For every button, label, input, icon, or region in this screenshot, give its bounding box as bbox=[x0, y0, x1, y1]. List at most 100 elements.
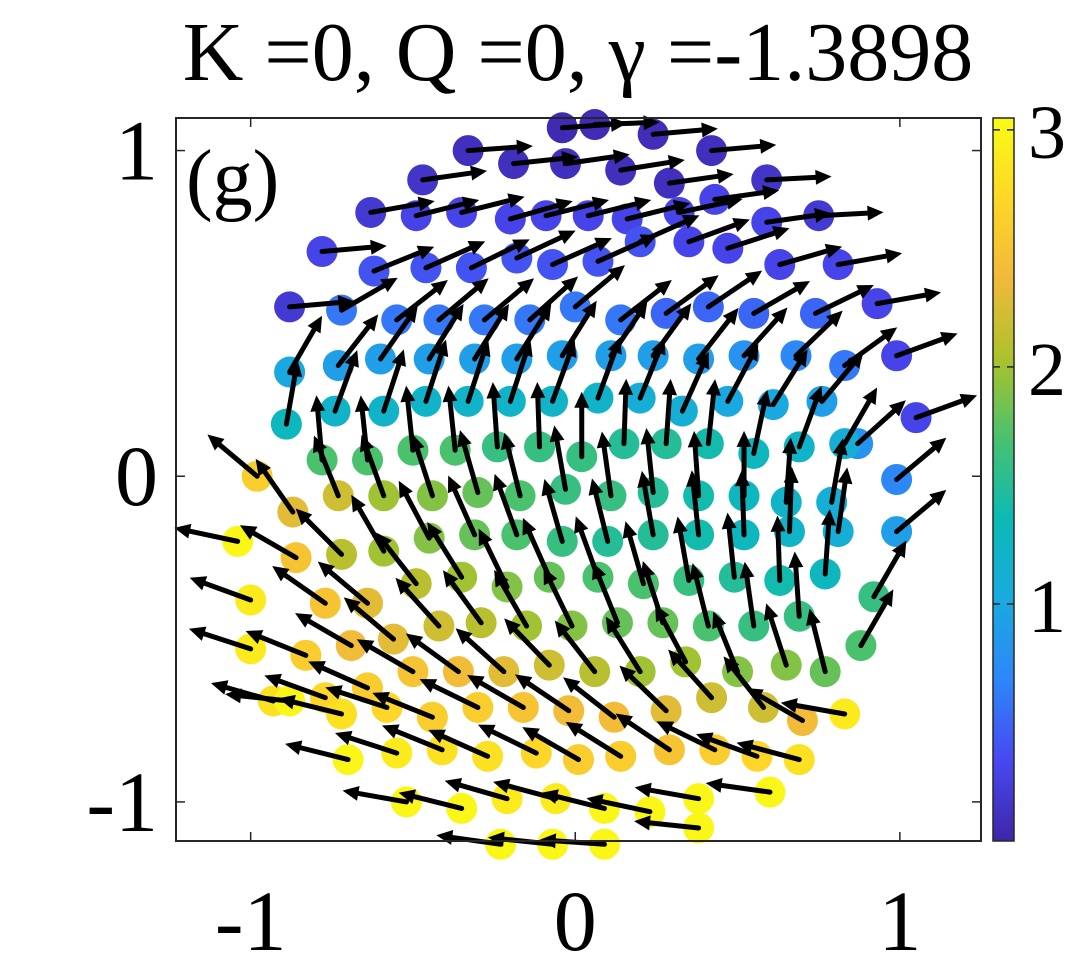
spin-arrowhead bbox=[696, 732, 714, 747]
spin-arrow bbox=[413, 201, 467, 219]
spin-arrowhead bbox=[924, 287, 942, 303]
spin-arrowhead bbox=[612, 149, 630, 165]
spin-arrowhead bbox=[607, 265, 625, 282]
spin-arrowhead bbox=[308, 661, 326, 675]
spin-arrowhead bbox=[471, 278, 489, 295]
spin-arrowhead bbox=[712, 611, 727, 630]
colorbar-ticks: 1 2 3 bbox=[993, 91, 1066, 649]
spin-arrow bbox=[411, 794, 465, 811]
spin-arrowhead bbox=[888, 400, 906, 417]
spin-arrowhead bbox=[705, 777, 723, 793]
spin-arrowhead bbox=[940, 331, 958, 347]
spin-arrow bbox=[739, 483, 747, 538]
plot-frame bbox=[175, 117, 982, 842]
spin-arrowhead bbox=[734, 469, 750, 487]
spin-arrowhead bbox=[344, 350, 359, 368]
spin-arrow bbox=[525, 680, 572, 714]
spin-arrow bbox=[793, 319, 834, 359]
spin-arrowhead bbox=[189, 576, 208, 591]
spin-arrowhead bbox=[317, 561, 335, 578]
spin-arrow bbox=[546, 491, 565, 544]
spin-arrowhead bbox=[806, 608, 821, 626]
spin-arrow bbox=[187, 528, 241, 544]
spin-arrow bbox=[573, 684, 617, 720]
spin-arrowhead bbox=[792, 349, 808, 368]
spin-arrowhead bbox=[522, 517, 537, 536]
spin-arrow bbox=[705, 392, 716, 447]
spin-arrow bbox=[353, 605, 396, 642]
spin-arrowhead bbox=[622, 521, 638, 539]
spin-arrow bbox=[796, 398, 819, 450]
spin-arrowhead bbox=[518, 339, 533, 358]
axis-tick-labels: -1 0 1 -1 0 1 bbox=[86, 103, 921, 955]
spin-arrow bbox=[777, 248, 830, 268]
spin-arrowhead bbox=[756, 389, 772, 408]
spin-arrowhead bbox=[780, 698, 798, 713]
spin-arrowhead bbox=[596, 431, 612, 449]
spin-arrowhead bbox=[476, 339, 491, 358]
spin-arrowhead bbox=[716, 168, 734, 184]
spin-arrowhead bbox=[417, 196, 435, 212]
spin-arrow bbox=[371, 250, 422, 274]
spin-arrow bbox=[757, 693, 805, 723]
spin-arrowhead bbox=[885, 248, 903, 264]
spin-arrow bbox=[403, 587, 442, 629]
spin-arrowhead bbox=[343, 597, 361, 614]
spin-arrow bbox=[489, 729, 539, 756]
spin-arrow bbox=[436, 285, 479, 323]
spin-arrow bbox=[816, 210, 871, 219]
spin-arrowhead bbox=[783, 466, 799, 483]
spin-arrow bbox=[637, 219, 688, 245]
spin-arrow bbox=[554, 794, 607, 811]
spin-arrow bbox=[332, 362, 355, 414]
spin-arrowhead bbox=[354, 395, 370, 413]
spin-arrowhead bbox=[351, 494, 366, 513]
colorbar bbox=[992, 117, 1015, 842]
spin-arrowhead bbox=[287, 360, 303, 378]
spin-arrowhead bbox=[815, 169, 832, 185]
spin-arrow bbox=[282, 572, 328, 606]
spin-arrowhead bbox=[651, 337, 666, 356]
spin-arrowhead bbox=[681, 215, 700, 229]
spin-arrowhead bbox=[467, 241, 486, 255]
spin-arrowhead bbox=[654, 279, 672, 296]
spin-arrowhead bbox=[771, 307, 788, 325]
spin-arrow bbox=[287, 327, 317, 375]
spin-arrowhead bbox=[891, 540, 907, 559]
spin-arrowhead bbox=[500, 432, 516, 451]
spin-arrow bbox=[368, 644, 416, 675]
spin-arrow bbox=[320, 665, 371, 691]
spin-arrowhead bbox=[618, 378, 634, 396]
spin-arrowhead bbox=[188, 626, 207, 641]
spin-arrow bbox=[585, 201, 639, 219]
spin-arrow bbox=[694, 576, 711, 629]
spin-arrow bbox=[676, 658, 715, 701]
spin-arrow bbox=[599, 799, 653, 815]
spin-arrowhead bbox=[457, 430, 472, 448]
spin-arrow bbox=[499, 581, 530, 629]
spin-arrowhead bbox=[272, 566, 290, 582]
spin-arrowhead bbox=[878, 589, 894, 607]
spin-arrow bbox=[775, 529, 783, 583]
spin-arrow bbox=[550, 352, 572, 404]
spin-arrowhead bbox=[722, 307, 739, 326]
spin-arrowhead bbox=[824, 243, 843, 259]
spin-arrow bbox=[618, 287, 662, 323]
spin-arrowhead bbox=[701, 122, 718, 138]
spin-arrowhead bbox=[400, 385, 416, 403]
x-tick-label: -1 bbox=[215, 873, 287, 955]
spin-arrowhead bbox=[356, 639, 375, 654]
spin-arrowhead bbox=[686, 470, 701, 487]
spin-arrowhead bbox=[832, 438, 848, 456]
spin-arrow bbox=[384, 696, 435, 720]
spin-arrowhead bbox=[562, 340, 577, 358]
spin-arrowhead bbox=[879, 327, 898, 343]
spin-arrowhead bbox=[398, 480, 413, 499]
spin-arrow bbox=[481, 285, 525, 323]
spin-arrow bbox=[383, 542, 419, 587]
spin-arrowhead bbox=[461, 196, 480, 212]
spin-arrowhead bbox=[788, 551, 804, 569]
spin-arrow bbox=[563, 154, 617, 167]
spin-arrow bbox=[676, 199, 730, 215]
spin-arrowhead bbox=[255, 458, 271, 477]
